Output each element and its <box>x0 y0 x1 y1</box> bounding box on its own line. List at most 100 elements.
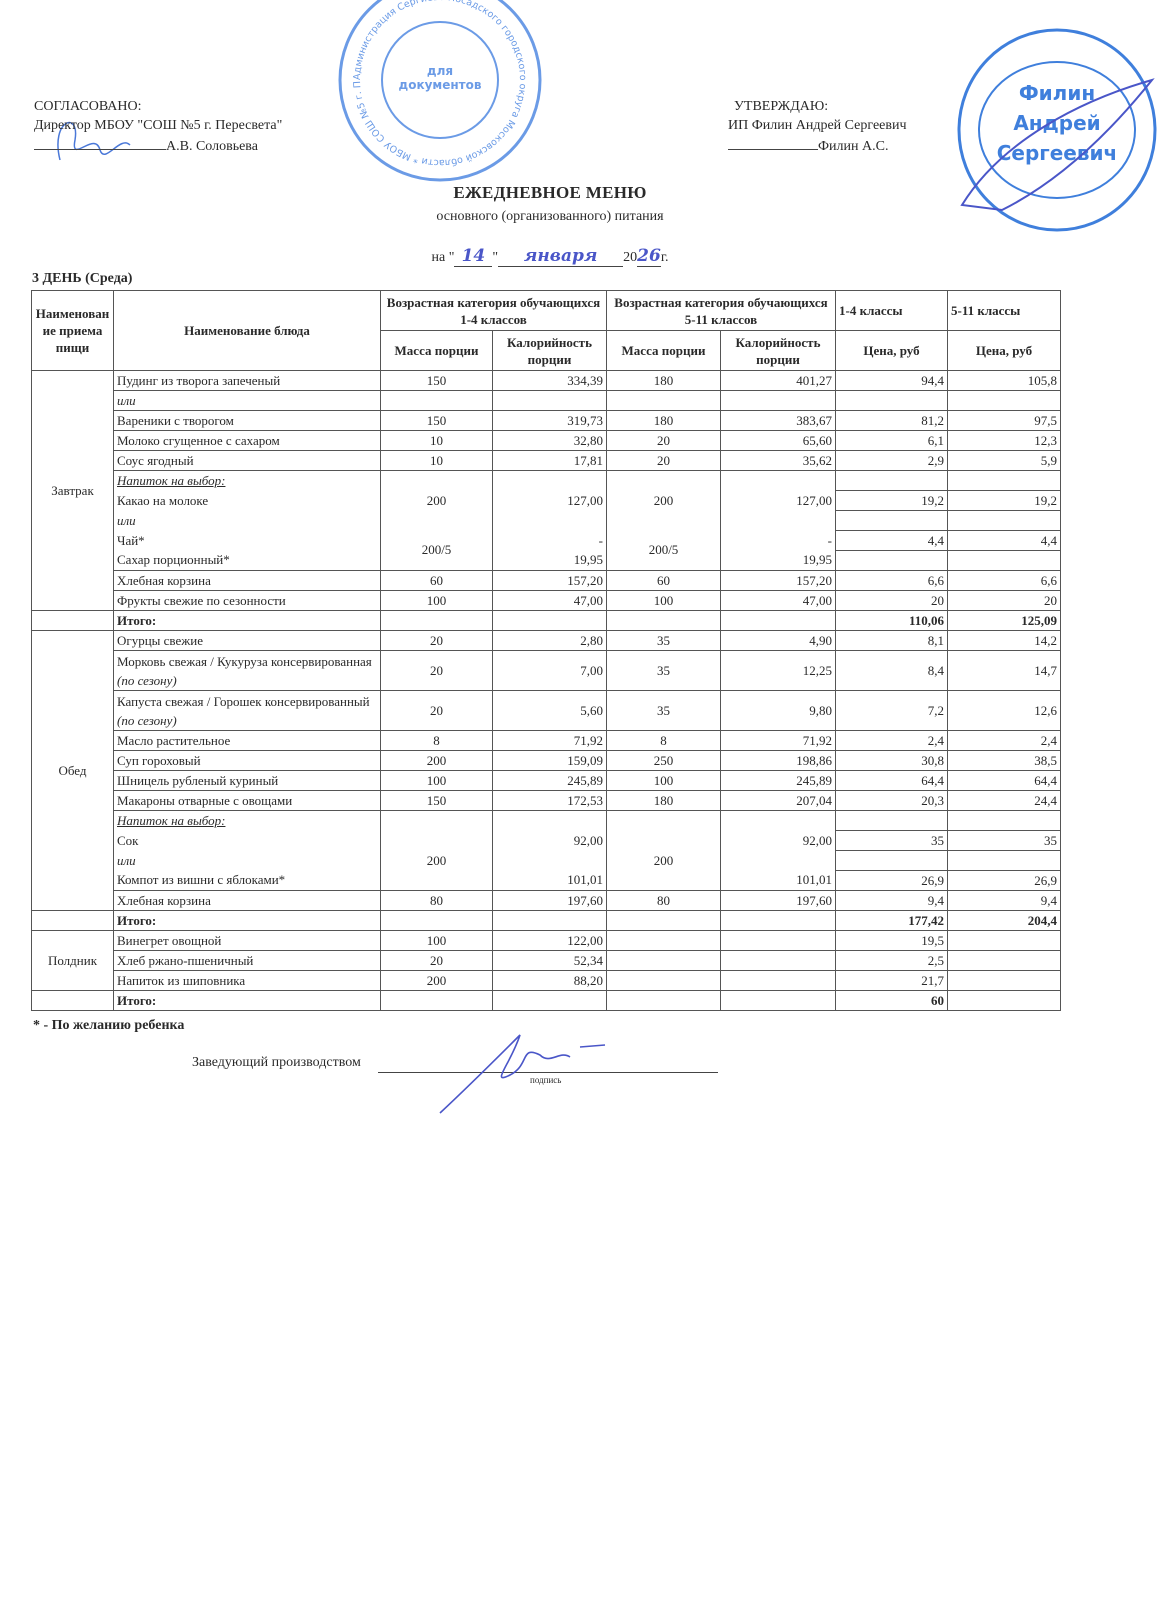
price-1-4: 26,9 <box>835 870 948 891</box>
calories-1-4: 101,01 <box>492 870 607 891</box>
calories-5-11 <box>720 390 836 411</box>
calories-1-4 <box>492 810 607 831</box>
total-price-1-4: 177,42 <box>835 910 948 931</box>
calories-5-11: 197,60 <box>720 890 836 911</box>
calories-1-4: 88,20 <box>492 970 607 991</box>
price-5-11 <box>947 390 1061 411</box>
price-1-4: 20 <box>835 590 948 611</box>
col-mass1: Масса порции <box>380 330 493 371</box>
calories-5-11: - <box>720 530 836 551</box>
mass-5-11: 200 <box>606 490 721 511</box>
price-1-4: 8,1 <box>835 630 948 651</box>
price-1-4: 19,5 <box>835 930 948 951</box>
svg-text:Андрей: Андрей <box>1013 111 1100 135</box>
calories-5-11: 35,62 <box>720 450 836 471</box>
total-empty-cell <box>606 910 721 931</box>
dish-name: Суп гороховый <box>113 750 381 771</box>
mass-5-11 <box>606 830 721 851</box>
signature-caption: подпись <box>530 1075 562 1085</box>
price-5-11 <box>947 810 1061 831</box>
price-5-11: 12,6 <box>947 690 1061 731</box>
dish-name: Компот из вишни с яблоками* <box>113 870 381 891</box>
mass-1-4: 8 <box>380 730 493 751</box>
dish-name: Макароны отварные с овощами <box>113 790 381 811</box>
dish-label: Морковь свежая / Кукуруза консервированн… <box>117 653 372 669</box>
calories-1-4: 2,80 <box>492 630 607 651</box>
calories-1-4: 245,89 <box>492 770 607 791</box>
calories-5-11: 9,80 <box>720 690 836 731</box>
day-label: 3 ДЕНЬ (Среда) <box>32 271 133 286</box>
calories-1-4: - <box>492 530 607 551</box>
dish-label: Капуста свежая / Горошек консервированны… <box>117 693 370 709</box>
total-empty-cell <box>720 610 836 631</box>
mass-5-11: 20 <box>606 430 721 451</box>
price-5-11: 97,5 <box>947 410 1061 431</box>
mass-1-4 <box>380 470 493 491</box>
production-signature <box>439 1034 606 1114</box>
dish-label: Сахар порционный* <box>117 552 230 568</box>
menu-date: на " 14 " января 2026г. <box>431 246 669 267</box>
dish-label: или <box>117 392 136 408</box>
dish-name: Сок <box>113 830 381 851</box>
calories-5-11 <box>720 510 836 531</box>
table-row: Обед Огурцы свежие 20 2,80 35 4,90 8,1 14,2 <box>31 630 1061 911</box>
dish-name: Хлеб ржано-пшеничный <box>113 950 381 971</box>
mass-5-11 <box>606 510 721 531</box>
calories-5-11: 65,60 <box>720 430 836 451</box>
page-title: ЕЖЕДНЕВНОЕ МЕНЮ <box>453 183 647 202</box>
ip-stamp: Филин Андрей Сергеевич <box>957 28 1157 232</box>
price-1-4: 81,2 <box>835 410 948 431</box>
total-row: Итого: 110,06 125,09 <box>31 610 1061 631</box>
mass-5-11 <box>606 470 721 491</box>
total-price-5-11: 204,4 <box>947 910 1061 931</box>
calories-1-4: 122,00 <box>492 930 607 951</box>
mass-5-11 <box>606 970 721 991</box>
dish-name: Молоко сгущенное с сахаром <box>113 430 381 451</box>
mass-5-11: 100 <box>606 590 721 611</box>
total-price-1-4: 60 <box>835 990 948 1011</box>
dish-name: Вареники с творогом <box>113 410 381 431</box>
calories-5-11 <box>720 470 836 491</box>
dish-name: Морковь свежая / Кукуруза консервированн… <box>113 650 381 691</box>
price-5-11: 12,3 <box>947 430 1061 451</box>
mass-1-4: 200 <box>380 850 493 871</box>
price-1-4 <box>835 510 948 531</box>
mass-5-11: 35 <box>606 630 721 651</box>
school-stamp: для документов Администрация Сергиево-По… <box>335 0 542 182</box>
table-row: Молоко сгущенное с сахаром 10 32,80 20 65,60… <box>32 430 1061 451</box>
dish-label: Какао на молоке <box>117 492 209 508</box>
dish-label: Сок <box>117 832 139 848</box>
price-1-4 <box>835 470 948 491</box>
dish-label: Соус ягодный <box>117 452 194 468</box>
dish-label: Масло растительное <box>117 732 231 748</box>
total-meal-cell <box>31 610 114 631</box>
svg-text:Сергеевич: Сергеевич <box>997 141 1118 165</box>
total-meal-cell <box>31 990 114 1011</box>
dish-label: Хлебная корзина <box>117 572 211 588</box>
mass-1-4: 10 <box>380 450 493 471</box>
price-1-4: 2,9 <box>835 450 948 471</box>
total-empty-cell <box>492 610 607 631</box>
dish-name: Напиток из шиповника <box>113 970 381 991</box>
price-5-11: 38,5 <box>947 750 1061 771</box>
calories-1-4: 159,09 <box>492 750 607 771</box>
mass-5-11: 200 <box>606 850 721 871</box>
price-5-11: 14,2 <box>947 630 1061 651</box>
calories-5-11: 127,00 <box>720 490 836 511</box>
calories-1-4: 334,39 <box>492 370 607 391</box>
svg-text:для: для <box>427 64 453 78</box>
table-row: Какао на молоке 200 127,00 200 127,00 19,2 19,… <box>32 490 1061 511</box>
calories-1-4: 319,73 <box>492 410 607 431</box>
dish-name: Хлебная корзина <box>113 570 381 591</box>
dish-label: Огурцы свежие <box>117 632 203 648</box>
calories-5-11: 245,89 <box>720 770 836 791</box>
col-age2: Возрастная категория обучающихся 5-11 кл… <box>606 290 836 331</box>
mass-5-11 <box>606 390 721 411</box>
table-row: Масло растительное 8 71,92 8 71,92 2,4 2,4 <box>32 730 1061 751</box>
col-grade2: 5-11 классы <box>947 290 1061 331</box>
dish-name: или <box>113 850 381 871</box>
price-1-4 <box>835 810 948 831</box>
dish-label: Макароны отварные с овощами <box>117 792 293 808</box>
dish-name: Масло растительное <box>113 730 381 751</box>
mass-5-11: 8 <box>606 730 721 751</box>
